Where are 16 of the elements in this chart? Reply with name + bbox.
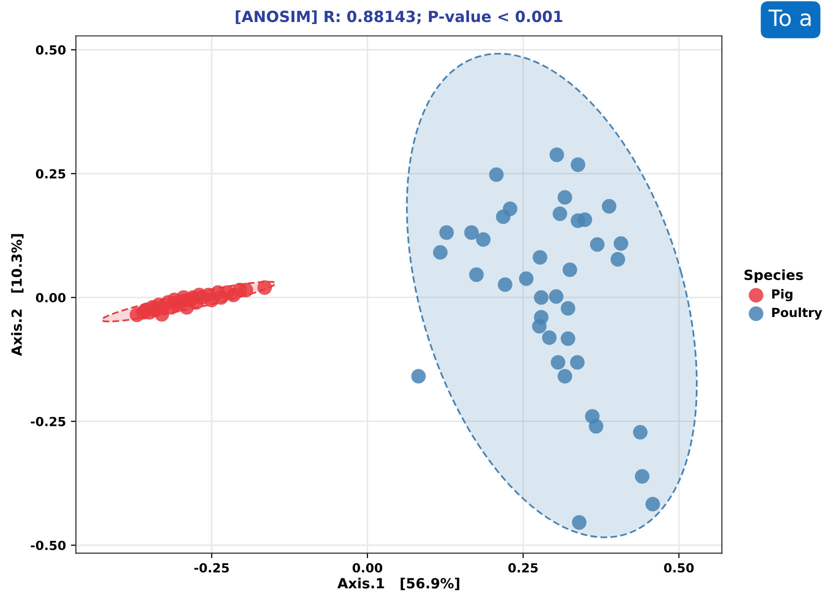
legend-label: Poultry <box>772 307 822 320</box>
y-tick-label: 0.25 <box>36 169 66 179</box>
x-tick-label: -0.25 <box>194 563 229 573</box>
y-tick-label: 0.50 <box>36 45 66 55</box>
chart-title: [ANOSIM] R: 0.88143; P-value < 0.001 <box>236 10 562 24</box>
x-axis-title: Axis.1 [56.9%] <box>337 578 460 590</box>
y-tick-label: -0.50 <box>30 540 66 550</box>
text: To a <box>768 10 811 26</box>
y-axis-title: Axis.2 [10.3%] <box>11 234 24 356</box>
y-tick-label: 0.00 <box>36 292 66 302</box>
x-tick-label: 0.00 <box>352 563 382 573</box>
x-tick-label: 0.50 <box>664 563 694 573</box>
x-tick-label: 0.25 <box>508 563 538 573</box>
legend-title: Species <box>744 269 803 283</box>
legend-label: Pig <box>772 289 792 302</box>
y-tick-label: -0.25 <box>30 416 66 426</box>
